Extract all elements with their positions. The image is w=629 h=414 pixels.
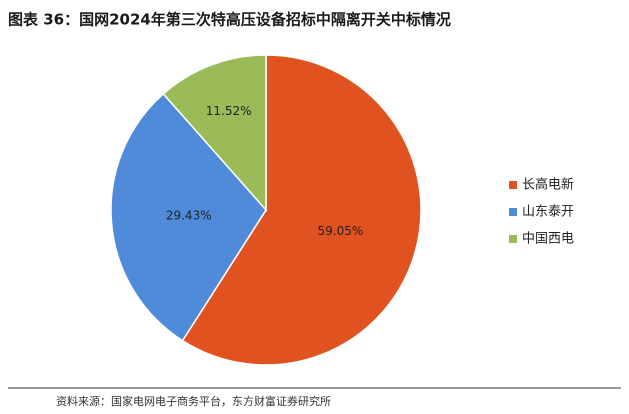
- pie-slice: [110, 92, 267, 342]
- legend-label: 长高电新: [522, 177, 574, 193]
- data-label: 11.52%: [206, 104, 252, 118]
- legend-swatch: [509, 235, 517, 243]
- source-note: 资料来源：国家电网电子商务平台，东方财富证券研究所: [56, 394, 331, 408]
- legend-swatch: [509, 181, 517, 189]
- legend-label: 中国西电: [522, 232, 574, 247]
- data-label: 29.43%: [166, 209, 212, 223]
- chart-title: 图表 36：国网2024年第三次特高压设备招标中隔离开关中标情况: [8, 11, 451, 29]
- legend-swatch: [509, 208, 517, 216]
- pie-slice: [162, 54, 267, 212]
- pie-slice: [181, 54, 422, 366]
- legend-label: 山东泰开: [522, 205, 574, 220]
- data-label: 59.05%: [318, 224, 364, 238]
